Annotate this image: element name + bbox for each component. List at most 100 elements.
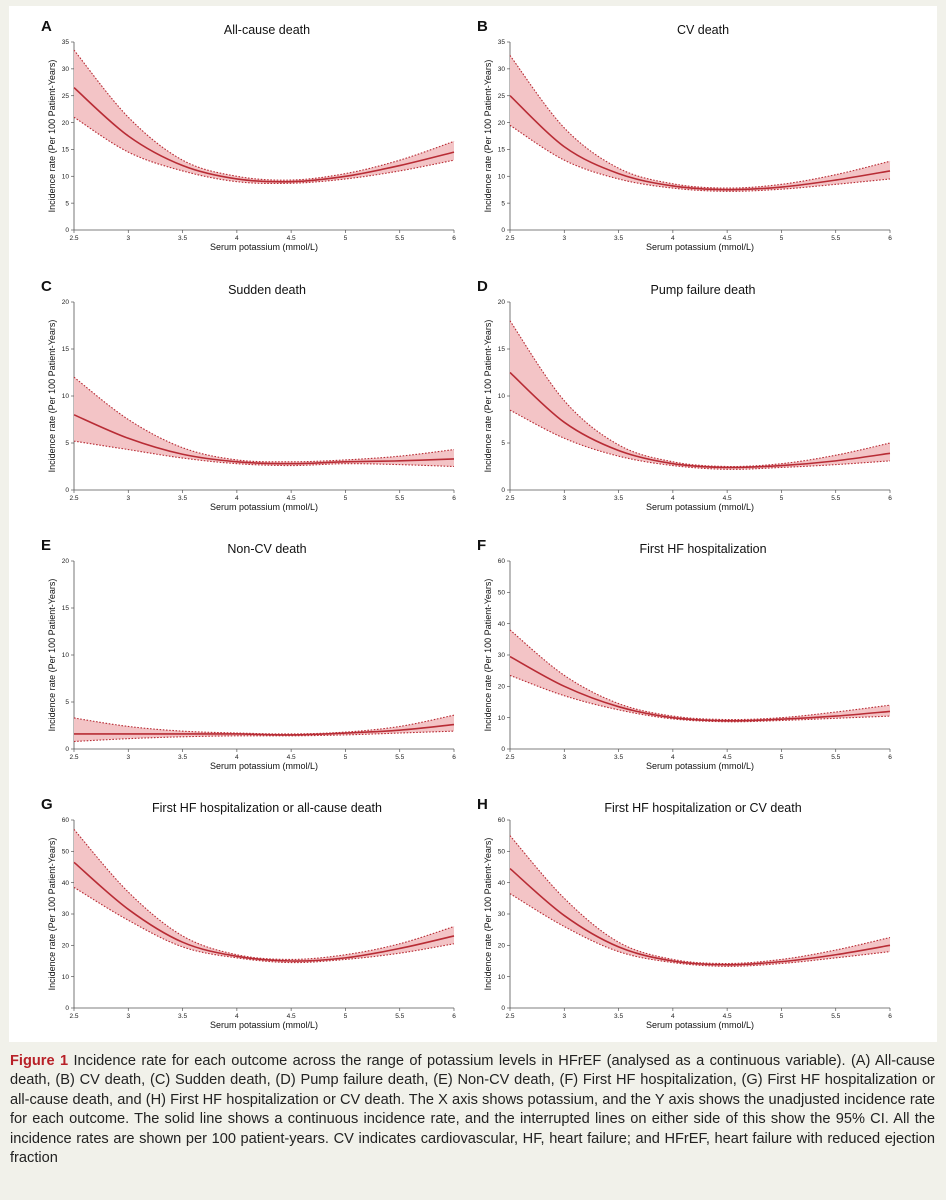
panel-title: Sudden death [228,283,306,297]
y-tick-label: 5 [501,200,505,207]
panel-title: First HF hospitalization [639,542,766,556]
panel-title: First HF hospitalization or all-cause de… [152,801,382,815]
y-tick-label: 0 [501,487,505,494]
y-tick-label: 0 [501,1005,505,1012]
ci-band [510,835,890,967]
chart-panel-d: D Pump failure death 2.5 3 3.5 4 4.5 5 5.5 6 0 5 10 1… [477,278,892,512]
ci-band [510,55,890,192]
y-tick-label: 50 [62,849,70,856]
incidence-line [74,723,455,736]
y-tick-label: 10 [62,393,70,400]
x-tick-label: 3.5 [178,754,187,761]
y-tick-label: 20 [498,120,506,127]
lower-ci-line [509,674,891,723]
x-tick-label: 5 [780,1013,784,1020]
y-axis-label: Incidence rate (Per 100 Patient-Years) [47,579,57,732]
upper-ci-line [73,376,455,463]
x-tick-label: 2.5 [69,235,78,242]
y-tick-label: 35 [498,39,506,46]
figure-panel: A All-cause death 2.5 3 3.5 4 4.5 5 5.5 6 0 5 10 15 20… [9,6,937,1042]
caption-label: Figure 1 [10,1053,69,1069]
x-tick-label: 4.5 [287,495,296,502]
y-tick-label: 35 [62,39,70,46]
panel-title: Non-CV death [227,542,306,556]
y-tick-label: 20 [498,299,506,306]
panel-letter: D [477,278,488,295]
incidence-line [509,95,891,191]
panel-title: First HF hospitalization or CV death [604,801,801,815]
chart-panel-a: A All-cause death 2.5 3 3.5 4 4.5 5 5.5 6 0 5 10 15 20… [41,18,456,252]
y-tick-label: 30 [62,66,70,73]
y-tick-label: 60 [498,817,506,824]
x-tick-label: 3 [126,495,130,502]
y-tick-label: 20 [498,684,506,691]
incidence-line [509,867,891,966]
ci-band [510,629,890,722]
x-tick-label: 2.5 [69,495,78,502]
x-axis-label: Serum potassium (mmol/L) [646,1020,754,1030]
y-axis-label: Incidence rate (Per 100 Patient-Years) [483,838,493,991]
y-axis-label: Incidence rate (Per 100 Patient-Years) [47,60,57,213]
x-tick-label: 5 [344,754,348,761]
y-tick-label: 30 [62,911,70,918]
x-axis-label: Serum potassium (mmol/L) [646,502,754,512]
x-tick-label: 3 [126,754,130,761]
panel-letter: B [477,18,488,35]
x-tick-label: 2.5 [505,1013,514,1020]
incidence-line [509,655,891,722]
chart-panel-b: B CV death 2.5 3 3.5 4 4.5 5 5.5 6 0 5 10 15 20 25 30 35 S… [477,18,892,252]
incidence-line [73,861,455,962]
y-tick-label: 40 [62,880,70,887]
y-tick-label: 10 [498,393,506,400]
x-tick-label: 3.5 [614,754,623,761]
upper-ci-line [509,320,891,468]
x-tick-label: 4.5 [287,1013,296,1020]
y-tick-label: 30 [498,911,506,918]
x-tick-label: 4.5 [723,235,732,242]
upper-ci-line [509,55,891,189]
y-tick-label: 10 [62,974,70,981]
chart-panel-g: G First HF hospitalization or all-cause d… [41,796,456,1030]
x-tick-label: 4 [671,495,675,502]
x-tick-label: 6 [888,1013,892,1020]
upper-ci-line [509,629,891,721]
x-tick-label: 4 [235,495,239,502]
y-tick-label: 50 [498,849,506,856]
x-tick-label: 4 [671,754,675,761]
y-tick-label: 10 [498,974,506,981]
panel-letter: A [41,18,52,35]
y-tick-label: 20 [62,299,70,306]
x-tick-label: 2.5 [505,495,514,502]
panel-title: Pump failure death [651,283,756,297]
y-tick-label: 0 [501,746,505,753]
x-tick-label: 6 [452,495,456,502]
y-tick-label: 40 [498,621,506,628]
x-tick-label: 3.5 [178,235,187,242]
chart-panel-f: F First HF hospitalization 2.5 3 3.5 4 4.5 5 5.5… [477,537,892,771]
y-tick-label: 15 [498,346,506,353]
x-tick-label: 2.5 [505,754,514,761]
lower-ci-line [73,886,455,964]
x-tick-label: 4 [671,235,675,242]
lower-ci-line [73,116,455,185]
x-tick-label: 4.5 [723,495,732,502]
y-tick-label: 40 [498,880,506,887]
panel-letter: E [41,537,51,554]
x-axis-label: Serum potassium (mmol/L) [210,502,318,512]
y-tick-label: 25 [62,93,70,100]
x-tick-label: 5.5 [831,754,840,761]
x-tick-label: 5.5 [395,495,404,502]
panel-title: CV death [677,23,729,37]
x-tick-label: 3 [126,1013,130,1020]
y-tick-label: 0 [501,227,505,234]
y-tick-label: 20 [498,943,506,950]
y-tick-label: 30 [498,652,506,659]
x-axis-label: Serum potassium (mmol/L) [210,761,318,771]
y-tick-label: 15 [62,147,70,154]
x-tick-label: 5.5 [395,754,404,761]
x-tick-label: 3.5 [614,495,623,502]
lower-ci-line [509,124,891,192]
panel-letter: H [477,796,488,813]
y-axis-label: Incidence rate (Per 100 Patient-Years) [483,60,493,213]
x-tick-label: 5.5 [395,1013,404,1020]
